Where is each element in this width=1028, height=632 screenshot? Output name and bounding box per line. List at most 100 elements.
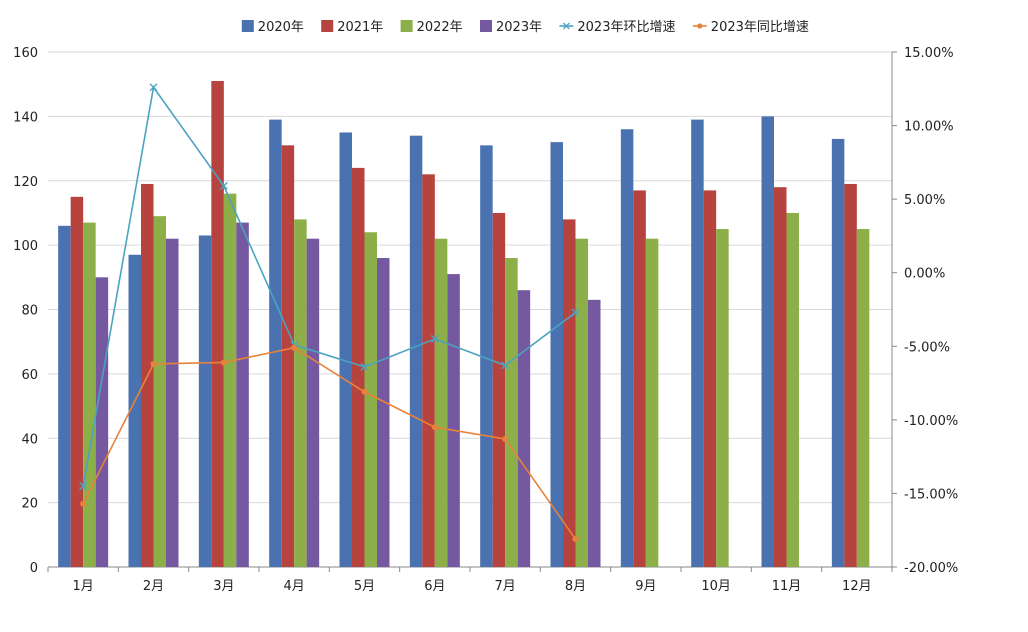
point-2023年同比增速-2月 — [150, 360, 157, 367]
y-left-tick-label: 140 — [13, 110, 38, 125]
line-series-group — [79, 83, 580, 543]
x-tick-label: 11月 — [772, 579, 802, 594]
point-2023年同比增速-1月 — [80, 500, 87, 507]
bar-2022年-3月 — [223, 193, 237, 567]
bar-2022年-4月 — [294, 219, 307, 567]
y-right-tick-label: -20.00% — [904, 561, 958, 576]
bar-2022年-7月 — [505, 258, 518, 567]
line-2023年同比增速 — [82, 346, 577, 540]
bar-2020年-1月 — [58, 225, 71, 567]
legend-swatch — [241, 20, 254, 32]
bar-2020年-11月 — [761, 116, 774, 567]
legend: 2020年 2021年 2022年 2023年 2023年环比增速 2023年同比增速 — [241, 20, 809, 35]
legend-item-2023年: 2023年 — [480, 20, 542, 35]
y-left-tick-label: 20 — [21, 497, 38, 512]
bar-2021年-7月 — [492, 212, 506, 567]
marker-stroke — [79, 482, 88, 491]
x-tick-label: 4月 — [284, 579, 305, 594]
bar-2022年-5月 — [364, 232, 377, 567]
bar-2023年-2月 — [166, 238, 179, 567]
bar-2022年-6月 — [434, 238, 448, 567]
bar-2021年-12月 — [844, 183, 857, 567]
point-2023年环比增速-6月 — [430, 334, 439, 343]
x-tick-label: 5月 — [354, 579, 375, 594]
bar-2020年-9月 — [620, 129, 634, 567]
bar-2023年-4月 — [306, 238, 320, 567]
bar-2022年-8月 — [575, 238, 588, 567]
point-2023年同比增速-7月 — [502, 435, 509, 442]
y-right-tick-label: 0.00% — [904, 267, 945, 282]
bar-2020年-8月 — [550, 142, 563, 567]
x-tick-label: 7月 — [495, 579, 516, 594]
bar-2021年-10月 — [703, 190, 717, 567]
marker-stroke — [571, 308, 580, 317]
bar-2021年-3月 — [211, 80, 224, 567]
point-2023年环比增速-1月 — [79, 482, 88, 491]
x-tick-label: 10月 — [701, 579, 731, 594]
point-2023年环比增速-7月 — [501, 361, 510, 370]
legend-item-2021年: 2021年 — [321, 20, 383, 35]
legend-label: 2023年同比增速 — [711, 20, 809, 35]
legend-swatch — [321, 20, 334, 32]
bar-2023年-3月 — [236, 222, 249, 567]
bar-2020年-5月 — [339, 132, 352, 567]
bar-2022年-11月 — [786, 212, 799, 567]
x-tick-label: 2月 — [143, 579, 164, 594]
bar-2022年-9月 — [645, 238, 659, 567]
bar-2021年-11月 — [774, 187, 787, 567]
y-left-tick-label: 60 — [21, 368, 38, 383]
bar-2022年-12月 — [856, 229, 870, 567]
bar-2023年-6月 — [447, 274, 460, 567]
bar-2021年-1月 — [70, 196, 84, 567]
axes — [47, 51, 897, 572]
y-right-tick-label: 5.00% — [904, 193, 945, 208]
bar-2022年-10月 — [716, 229, 729, 567]
bar-2023年-5月 — [377, 258, 390, 567]
bar-2021年-9月 — [633, 190, 646, 567]
bar-2023年-1月 — [95, 277, 109, 567]
bar-2022年-1月 — [83, 222, 96, 567]
x-tick-label: 3月 — [213, 579, 234, 594]
x-tick-label: 6月 — [424, 579, 445, 594]
legend-swatch — [400, 20, 413, 32]
x-tick-label: 9月 — [635, 579, 656, 594]
bar-2021年-4月 — [281, 145, 295, 567]
bar-2020年-10月 — [691, 119, 704, 567]
y-right-tick-label: 10.00% — [904, 120, 954, 135]
point-2023年同比增速-5月 — [361, 388, 368, 395]
point-2023年同比增速-8月 — [572, 536, 579, 543]
bar-2021年-5月 — [352, 167, 365, 567]
tick-labels: 0 20 40 60 80 100 120 140 160 -20.00% -15.00% -10.0… — [13, 46, 958, 594]
legend-swatch — [480, 20, 492, 32]
y-left-tick-label: 80 — [21, 304, 38, 319]
bar-2020年-12月 — [831, 138, 845, 567]
y-right-tick-label: -15.00% — [904, 487, 958, 502]
bar-2020年-3月 — [198, 235, 212, 567]
marker-stroke — [430, 334, 439, 343]
legend-marker — [562, 22, 570, 30]
y-right-tick-label: -10.00% — [904, 414, 958, 429]
legend-item-2023年环比增速: 2023年环比增速 — [559, 20, 675, 35]
legend-label: 2023年环比增速 — [577, 20, 675, 35]
bar-series-group — [58, 80, 870, 567]
bar-2023年-8月 — [588, 299, 601, 567]
y-left-tick-label: 0 — [30, 561, 38, 576]
marker-stroke — [219, 181, 228, 190]
gridlines — [48, 51, 892, 504]
y-left-tick-label: 40 — [21, 432, 38, 447]
legend-marker — [697, 23, 703, 29]
bar-2022年-2月 — [153, 216, 166, 567]
bar-2020年-6月 — [409, 135, 423, 567]
marker-stroke — [360, 362, 369, 371]
legend-item-2022年: 2022年 — [400, 20, 463, 35]
marker-stroke — [501, 361, 510, 370]
point-2023年同比增速-4月 — [291, 344, 298, 351]
point-2023年环比增速-8月 — [571, 308, 580, 317]
legend-label: 2021年 — [337, 20, 383, 35]
legend-label: 2023年 — [496, 20, 542, 35]
bar-2020年-2月 — [128, 254, 141, 567]
y-left-tick-label: 120 — [13, 175, 38, 190]
y-left-tick-label: 160 — [13, 46, 38, 61]
